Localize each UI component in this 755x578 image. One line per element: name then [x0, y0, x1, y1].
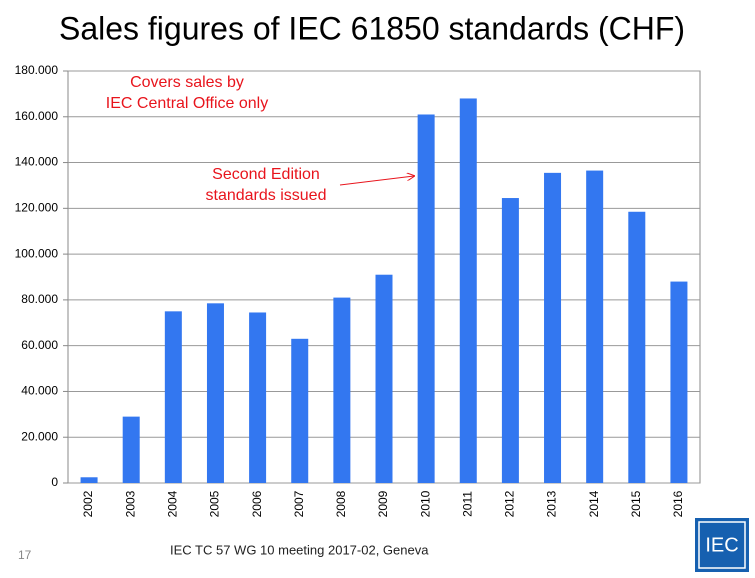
x-tick-label: 2009 [376, 490, 390, 517]
x-tick-label: 2014 [587, 490, 601, 517]
x-tick-label: 2012 [503, 490, 517, 517]
bar [501, 198, 519, 484]
x-tick-label: 2016 [671, 490, 685, 517]
annotation-arrow [339, 176, 414, 186]
logo [695, 518, 749, 572]
bar [206, 303, 224, 483]
footer-text: IEC TC 57 WG 10 meeting 2017-02, Geneva [170, 542, 429, 557]
chart-title: Sales figures of IEC 61850 standards (CH… [59, 10, 685, 46]
bar [417, 114, 435, 483]
bar [670, 281, 688, 483]
y-tick-label: 180.000 [15, 63, 59, 77]
bar [291, 338, 309, 483]
x-tick-label: 2008 [334, 490, 348, 517]
y-tick-label: 60.000 [21, 338, 58, 352]
x-tick-label: 2007 [292, 490, 306, 517]
logo-border [698, 521, 746, 569]
bar [80, 477, 98, 483]
x-tick-label: 2005 [208, 490, 222, 517]
annotation: Covers sales by [130, 74, 244, 91]
x-tick-label: 2013 [545, 490, 559, 517]
y-tick-label: 140.000 [15, 155, 59, 169]
bar [249, 312, 267, 483]
y-tick-label: 20.000 [21, 429, 58, 443]
x-tick-label: 2010 [418, 490, 432, 517]
bar [628, 211, 646, 483]
y-tick-label: 80.000 [21, 292, 58, 306]
y-tick-label: 160.000 [15, 109, 59, 123]
bar [586, 170, 604, 484]
y-tick-label: 0 [51, 475, 58, 489]
y-tick-label: 40.000 [21, 384, 58, 398]
x-tick-label: 2003 [123, 490, 137, 517]
x-tick-label: 2011 [460, 491, 474, 517]
y-tick-label: 100.000 [15, 246, 59, 260]
bar [544, 172, 562, 483]
x-tick-label: 2002 [81, 490, 95, 517]
logo-text: IEC [705, 534, 738, 556]
x-tick-label: 2006 [250, 490, 264, 517]
bar [375, 274, 393, 483]
bar [164, 311, 182, 483]
x-tick-label: 2015 [629, 490, 643, 517]
x-tick-label: 2004 [166, 490, 180, 517]
y-tick-label: 120.000 [15, 201, 59, 215]
bar [122, 416, 140, 483]
annotation: standards issued [206, 187, 327, 204]
annotation: IEC Central Office only [106, 95, 268, 112]
page-number: 17 [18, 548, 32, 562]
annotation: Second Edition [212, 166, 320, 183]
bar [459, 98, 477, 483]
bar [333, 297, 351, 483]
